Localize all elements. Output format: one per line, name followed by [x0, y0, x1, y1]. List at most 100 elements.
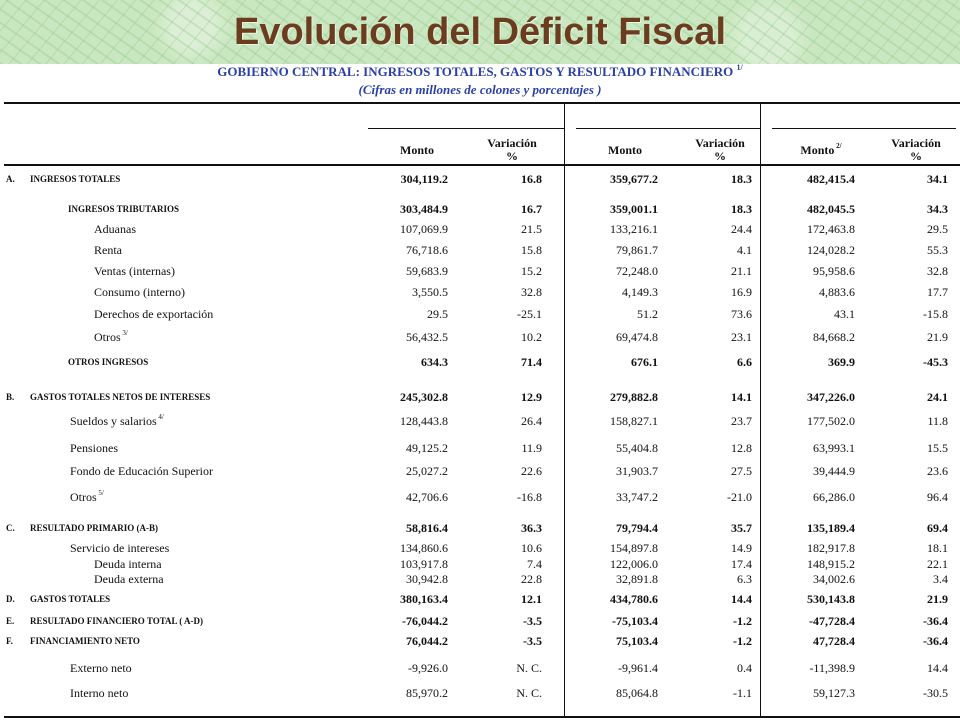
row-label: OTROS INGRESOS — [68, 357, 148, 367]
monto-header: Monto 2/ — [776, 142, 866, 157]
variacion-cell: -36.4 — [923, 614, 948, 628]
column-separator — [564, 104, 565, 716]
variacion-cell: 18.3 — [731, 172, 752, 186]
variacion-cell: 21.9 — [927, 592, 948, 606]
row-label-text: Otros — [70, 490, 97, 504]
table-bottom-rule — [4, 716, 960, 718]
monto-cell: 4,883.6 — [819, 285, 855, 299]
monto-cell: 30,942.8 — [406, 572, 448, 586]
row-label-text: Derechos de exportación — [94, 307, 214, 321]
variacion-cell: 24.4 — [731, 222, 752, 236]
variacion-cell: 11.9 — [521, 441, 542, 455]
row-label-text: RESULTADO PRIMARIO (A-B) — [30, 523, 159, 533]
variacion-cell: -25.1 — [517, 307, 542, 321]
variacion-cell: -1.2 — [733, 614, 752, 628]
variacion-cell: 12.9 — [521, 390, 542, 404]
row-label-text: INGRESOS TRIBUTARIOS — [68, 204, 179, 214]
row-label: RESULTADO FINANCIERO TOTAL ( A-D) — [30, 616, 203, 626]
monto-cell: 29.5 — [427, 307, 448, 321]
variacion-header: Variación — [487, 136, 537, 150]
monto-header-note: 2/ — [834, 142, 842, 150]
variacion-cell: 16.8 — [521, 172, 542, 186]
variacion-cell: 23.6 — [927, 464, 948, 478]
variacion-cell: 21.1 — [731, 264, 752, 278]
variacion-cell: 18.1 — [927, 541, 948, 555]
monto-cell: 634.3 — [421, 355, 448, 369]
row-label-text: Interno neto — [70, 686, 129, 700]
variacion-cell: 27.5 — [731, 464, 752, 478]
variacion-cell: 34.3 — [927, 202, 948, 216]
row-letter: E. — [6, 616, 15, 626]
monto-header-label: Monto — [608, 143, 642, 157]
variacion-cell: 15.2 — [521, 264, 542, 278]
monto-cell: 56,432.5 — [406, 330, 448, 344]
row-label-text: OTROS INGRESOS — [68, 357, 149, 367]
table-heading-note: 1/ — [736, 63, 743, 72]
monto-cell: 47,728.4 — [813, 634, 855, 648]
row-label-text: Ventas (internas) — [94, 264, 175, 278]
monto-cell: 76,044.2 — [406, 634, 448, 648]
row-label: Fondo de Educación Superior — [70, 464, 213, 479]
period-rule — [772, 128, 956, 129]
variacion-cell: 14.4 — [731, 592, 752, 606]
variacion-cell: 26.4 — [521, 414, 542, 428]
monto-cell: 58,816.4 — [406, 521, 448, 535]
title-banner — [0, 0, 960, 64]
row-letter: B. — [6, 392, 15, 402]
row-label-text: Sueldos y salarios — [70, 414, 157, 428]
monto-cell: 3,550.5 — [412, 285, 448, 299]
row-label: INGRESOS TOTALES — [30, 174, 120, 184]
monto-cell: 4,149.3 — [622, 285, 658, 299]
monto-cell: 124,028.2 — [807, 243, 855, 257]
monto-cell: 55,404.8 — [616, 441, 658, 455]
monto-cell: 128,443.8 — [400, 414, 448, 428]
variacion-cell: 21.9 — [927, 330, 948, 344]
variacion-cell: -30.5 — [923, 686, 948, 700]
row-label: Deuda externa — [94, 572, 164, 587]
monto-cell: 75,103.4 — [616, 634, 658, 648]
monto-cell: 66,286.0 — [813, 490, 855, 504]
variacion-cell: 11.8 — [927, 414, 948, 428]
variacion-cell: 96.4 — [927, 490, 948, 504]
monto-cell: 135,189.4 — [807, 521, 855, 535]
monto-cell: 182,917.8 — [807, 541, 855, 555]
variacion-cell: 14.1 — [731, 390, 752, 404]
variacion-cell: N. C. — [516, 661, 542, 675]
row-label-note: 3/ — [120, 329, 128, 337]
row-letter: D. — [6, 594, 15, 604]
row-label: GASTOS TOTALES NETOS DE INTERESES — [30, 392, 210, 402]
row-label: Ventas (internas) — [94, 264, 175, 279]
monto-cell: 154,897.8 — [610, 541, 658, 555]
row-label: Otros 5/ — [70, 490, 104, 505]
monto-cell: 59,683.9 — [406, 264, 448, 278]
row-label-text: Aduanas — [94, 222, 136, 236]
row-label: Otros 3/ — [94, 330, 128, 345]
period-rule — [368, 128, 564, 129]
row-label: Pensiones — [70, 441, 118, 456]
monto-cell: 359,677.2 — [610, 172, 658, 186]
row-label-text: INGRESOS TOTALES — [30, 174, 121, 184]
row-label-text: Fondo de Educación Superior — [70, 464, 213, 478]
variacion-cell: 12.8 — [731, 441, 752, 455]
row-label-note: 4/ — [156, 413, 164, 421]
row-label-note: 5/ — [96, 489, 104, 497]
variacion-cell: 55.3 — [927, 243, 948, 257]
monto-cell: 359,001.1 — [610, 202, 658, 216]
variacion-cell: 32.8 — [521, 285, 542, 299]
monto-cell: -47,728.4 — [809, 614, 855, 628]
row-label: GASTOS TOTALES — [30, 594, 110, 604]
monto-header-label: Monto — [400, 143, 434, 157]
monto-cell: 133,216.1 — [610, 222, 658, 236]
variacion-pct-header: % — [506, 149, 518, 163]
variacion-cell: -1.2 — [733, 634, 752, 648]
variacion-cell: 22.8 — [521, 572, 542, 586]
row-label-text: Servicio de intereses — [70, 541, 170, 555]
monto-cell: 85,970.2 — [406, 686, 448, 700]
monto-header: Monto — [580, 144, 670, 157]
row-label: INGRESOS TRIBUTARIOS — [68, 204, 179, 214]
variacion-cell: 22.6 — [521, 464, 542, 478]
variacion-cell: 71.4 — [521, 355, 542, 369]
variacion-cell: 17.7 — [927, 285, 948, 299]
variacion-header: Variación — [891, 136, 941, 150]
monto-cell: -9,926.0 — [408, 661, 448, 675]
